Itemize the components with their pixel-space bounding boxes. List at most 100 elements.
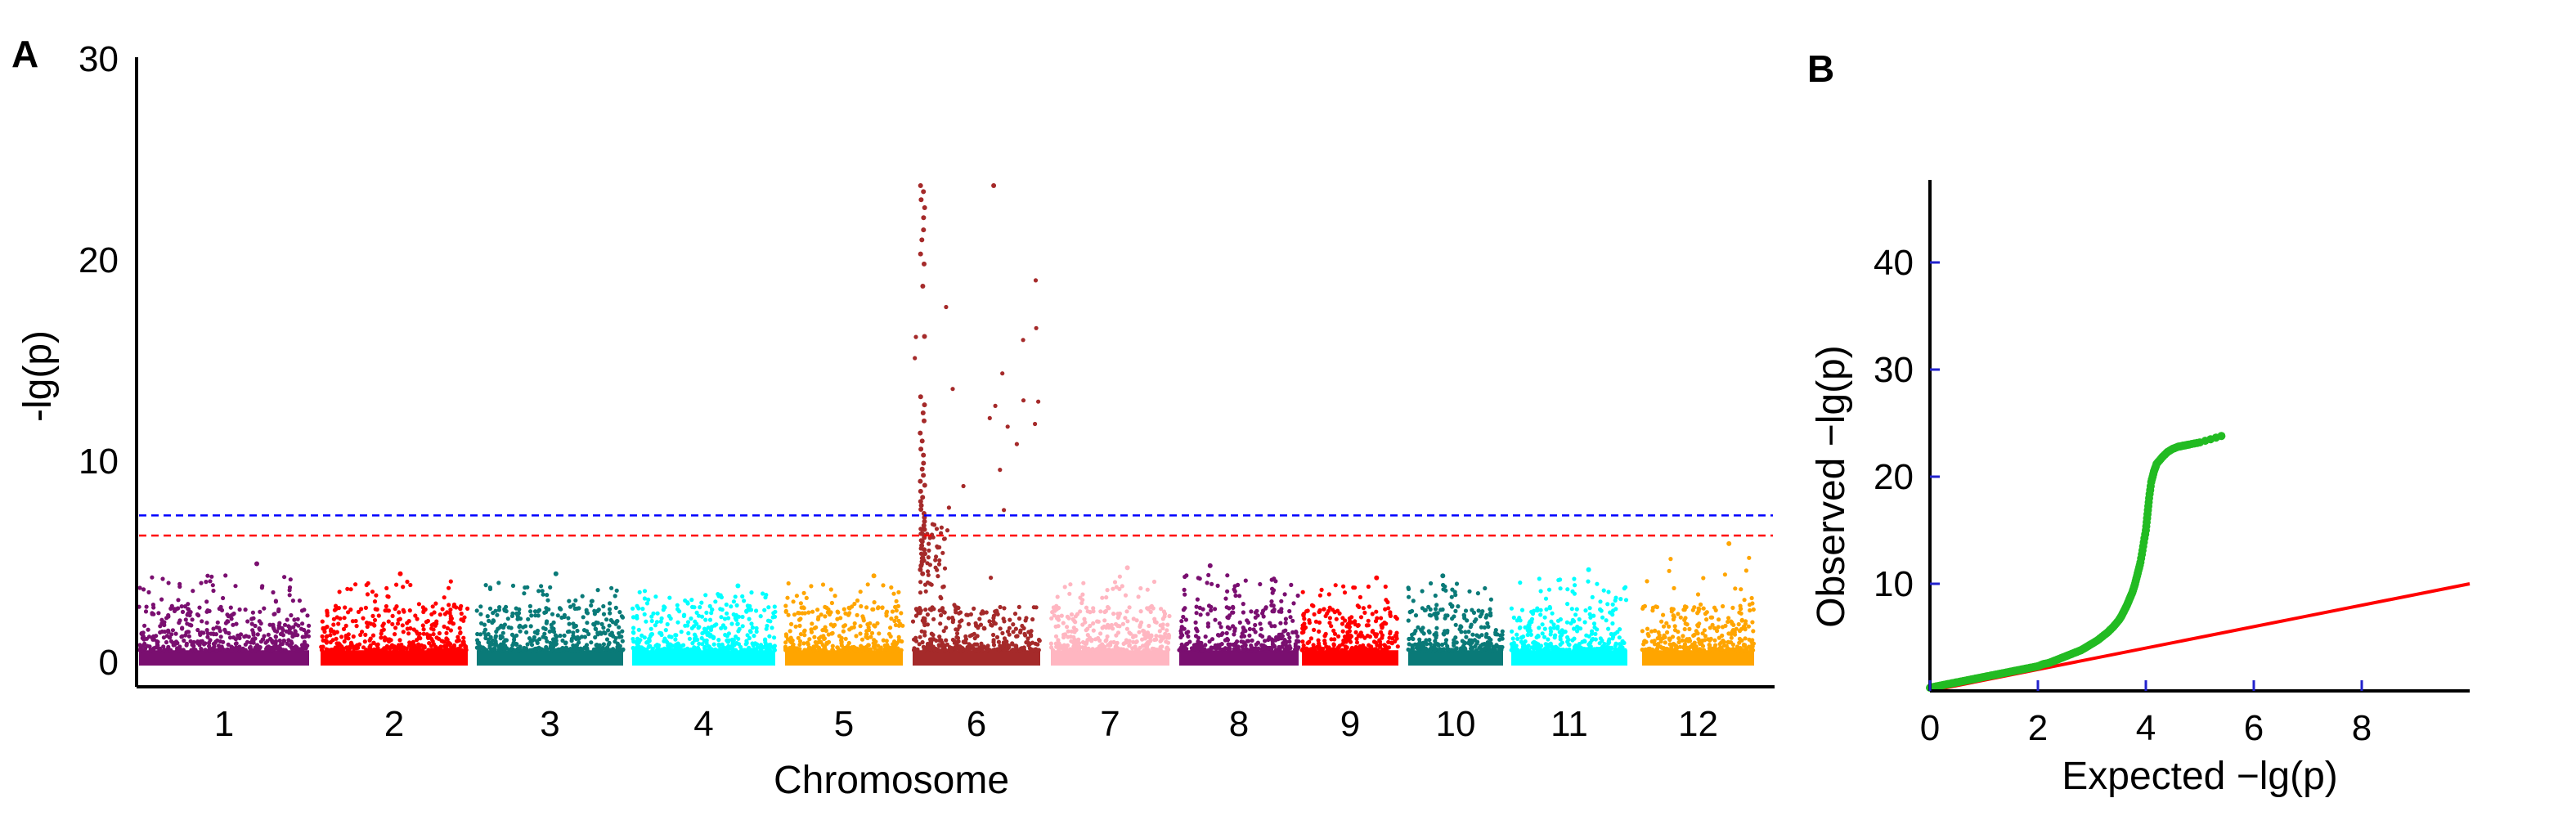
snp-point [608, 601, 613, 606]
snp-point [1700, 643, 1706, 648]
snp-point [1618, 627, 1622, 632]
snp-point [1704, 617, 1709, 622]
snp-point [271, 590, 276, 595]
snp-point [613, 635, 618, 641]
snp-point [796, 635, 801, 640]
snp-point [1511, 615, 1516, 621]
snp-point [510, 611, 515, 616]
snp-point [1667, 568, 1672, 573]
snp-point [1701, 576, 1706, 581]
snp-point [796, 611, 801, 616]
snp-point [718, 593, 723, 598]
snp-point [1049, 645, 1054, 650]
snp-point [1115, 640, 1120, 646]
snp-point [1158, 639, 1163, 643]
snp-point [1232, 589, 1237, 594]
snp-point [1028, 632, 1034, 637]
snp-point [458, 607, 463, 612]
snp-point [479, 621, 484, 625]
snp-point [1434, 630, 1438, 635]
snp-top-point [553, 571, 559, 576]
snp-point [962, 640, 967, 645]
snp-point [1071, 648, 1076, 652]
snp-point [1150, 646, 1155, 651]
snp-point [729, 604, 734, 609]
snp-point [368, 621, 374, 626]
snp-point [1304, 646, 1309, 652]
snp-point [1053, 634, 1059, 639]
panel-b-label: B [1807, 47, 1834, 90]
snp-point [1301, 643, 1306, 648]
snp-point [788, 629, 792, 634]
snp-point [528, 609, 533, 614]
snp-point [1217, 633, 1222, 638]
snp-point [617, 610, 622, 615]
snp-point [195, 612, 200, 617]
snp-point [1574, 607, 1579, 612]
snp-point [1622, 648, 1627, 652]
snp-point [361, 616, 366, 621]
snp-point [864, 648, 870, 652]
snp-point [1268, 621, 1272, 625]
snp-point [1138, 609, 1143, 614]
snp-point [548, 585, 553, 590]
snp-point [1475, 591, 1480, 596]
chromosome-2-body [321, 650, 468, 666]
snp-point [989, 576, 994, 581]
snp-point [1120, 621, 1125, 626]
snp-point [681, 643, 686, 648]
snp-point [1193, 643, 1198, 649]
snp-point [823, 604, 828, 610]
snp-point [1607, 645, 1612, 651]
snp-point [631, 606, 635, 611]
snp-point [1237, 620, 1242, 625]
snp-point [1123, 616, 1128, 621]
qq-point [2217, 432, 2226, 441]
snp-point [429, 636, 434, 642]
snp-point [1054, 644, 1059, 649]
snp-point [966, 648, 971, 652]
snp-point [325, 611, 330, 616]
qq-x-tick-label-4: 4 [2136, 708, 2156, 748]
snp-point [510, 583, 516, 589]
snp-point [184, 641, 189, 646]
peak-point [920, 571, 926, 576]
chromosome-9-points [1299, 575, 1400, 652]
snp-point [716, 648, 721, 652]
snp-point [1056, 614, 1061, 619]
snp-point [1136, 594, 1141, 599]
snp-point [354, 624, 359, 629]
snp-point [1712, 638, 1717, 643]
snp-point [1241, 625, 1245, 630]
snp-point [981, 626, 986, 631]
snp-point [343, 635, 348, 640]
snp-point [733, 594, 738, 599]
snp-point [1434, 603, 1439, 608]
snp-point [1194, 604, 1199, 609]
snp-point [259, 585, 264, 590]
snp-point [1364, 623, 1369, 628]
snp-point [1071, 644, 1076, 649]
snp-point [993, 621, 998, 626]
snp-point [972, 606, 976, 612]
snp-point [331, 616, 336, 621]
snp-point [1018, 630, 1023, 635]
snp-point [658, 619, 663, 624]
snp-point [1213, 617, 1218, 622]
snp-point [677, 609, 682, 614]
snp-point [231, 622, 236, 627]
snp-point [1194, 627, 1199, 632]
snp-point [1550, 611, 1555, 616]
snp-point [922, 619, 927, 624]
snp-point [582, 645, 587, 650]
snp-point [299, 608, 305, 613]
snp-point [1730, 648, 1735, 652]
snp-point [798, 601, 804, 606]
snp-point [1535, 606, 1540, 611]
snp-point [1515, 647, 1519, 652]
snp-point [157, 648, 162, 652]
snp-point [249, 621, 254, 626]
snp-point [1733, 586, 1738, 591]
snp-point [300, 621, 305, 626]
snp-point [1255, 640, 1260, 645]
